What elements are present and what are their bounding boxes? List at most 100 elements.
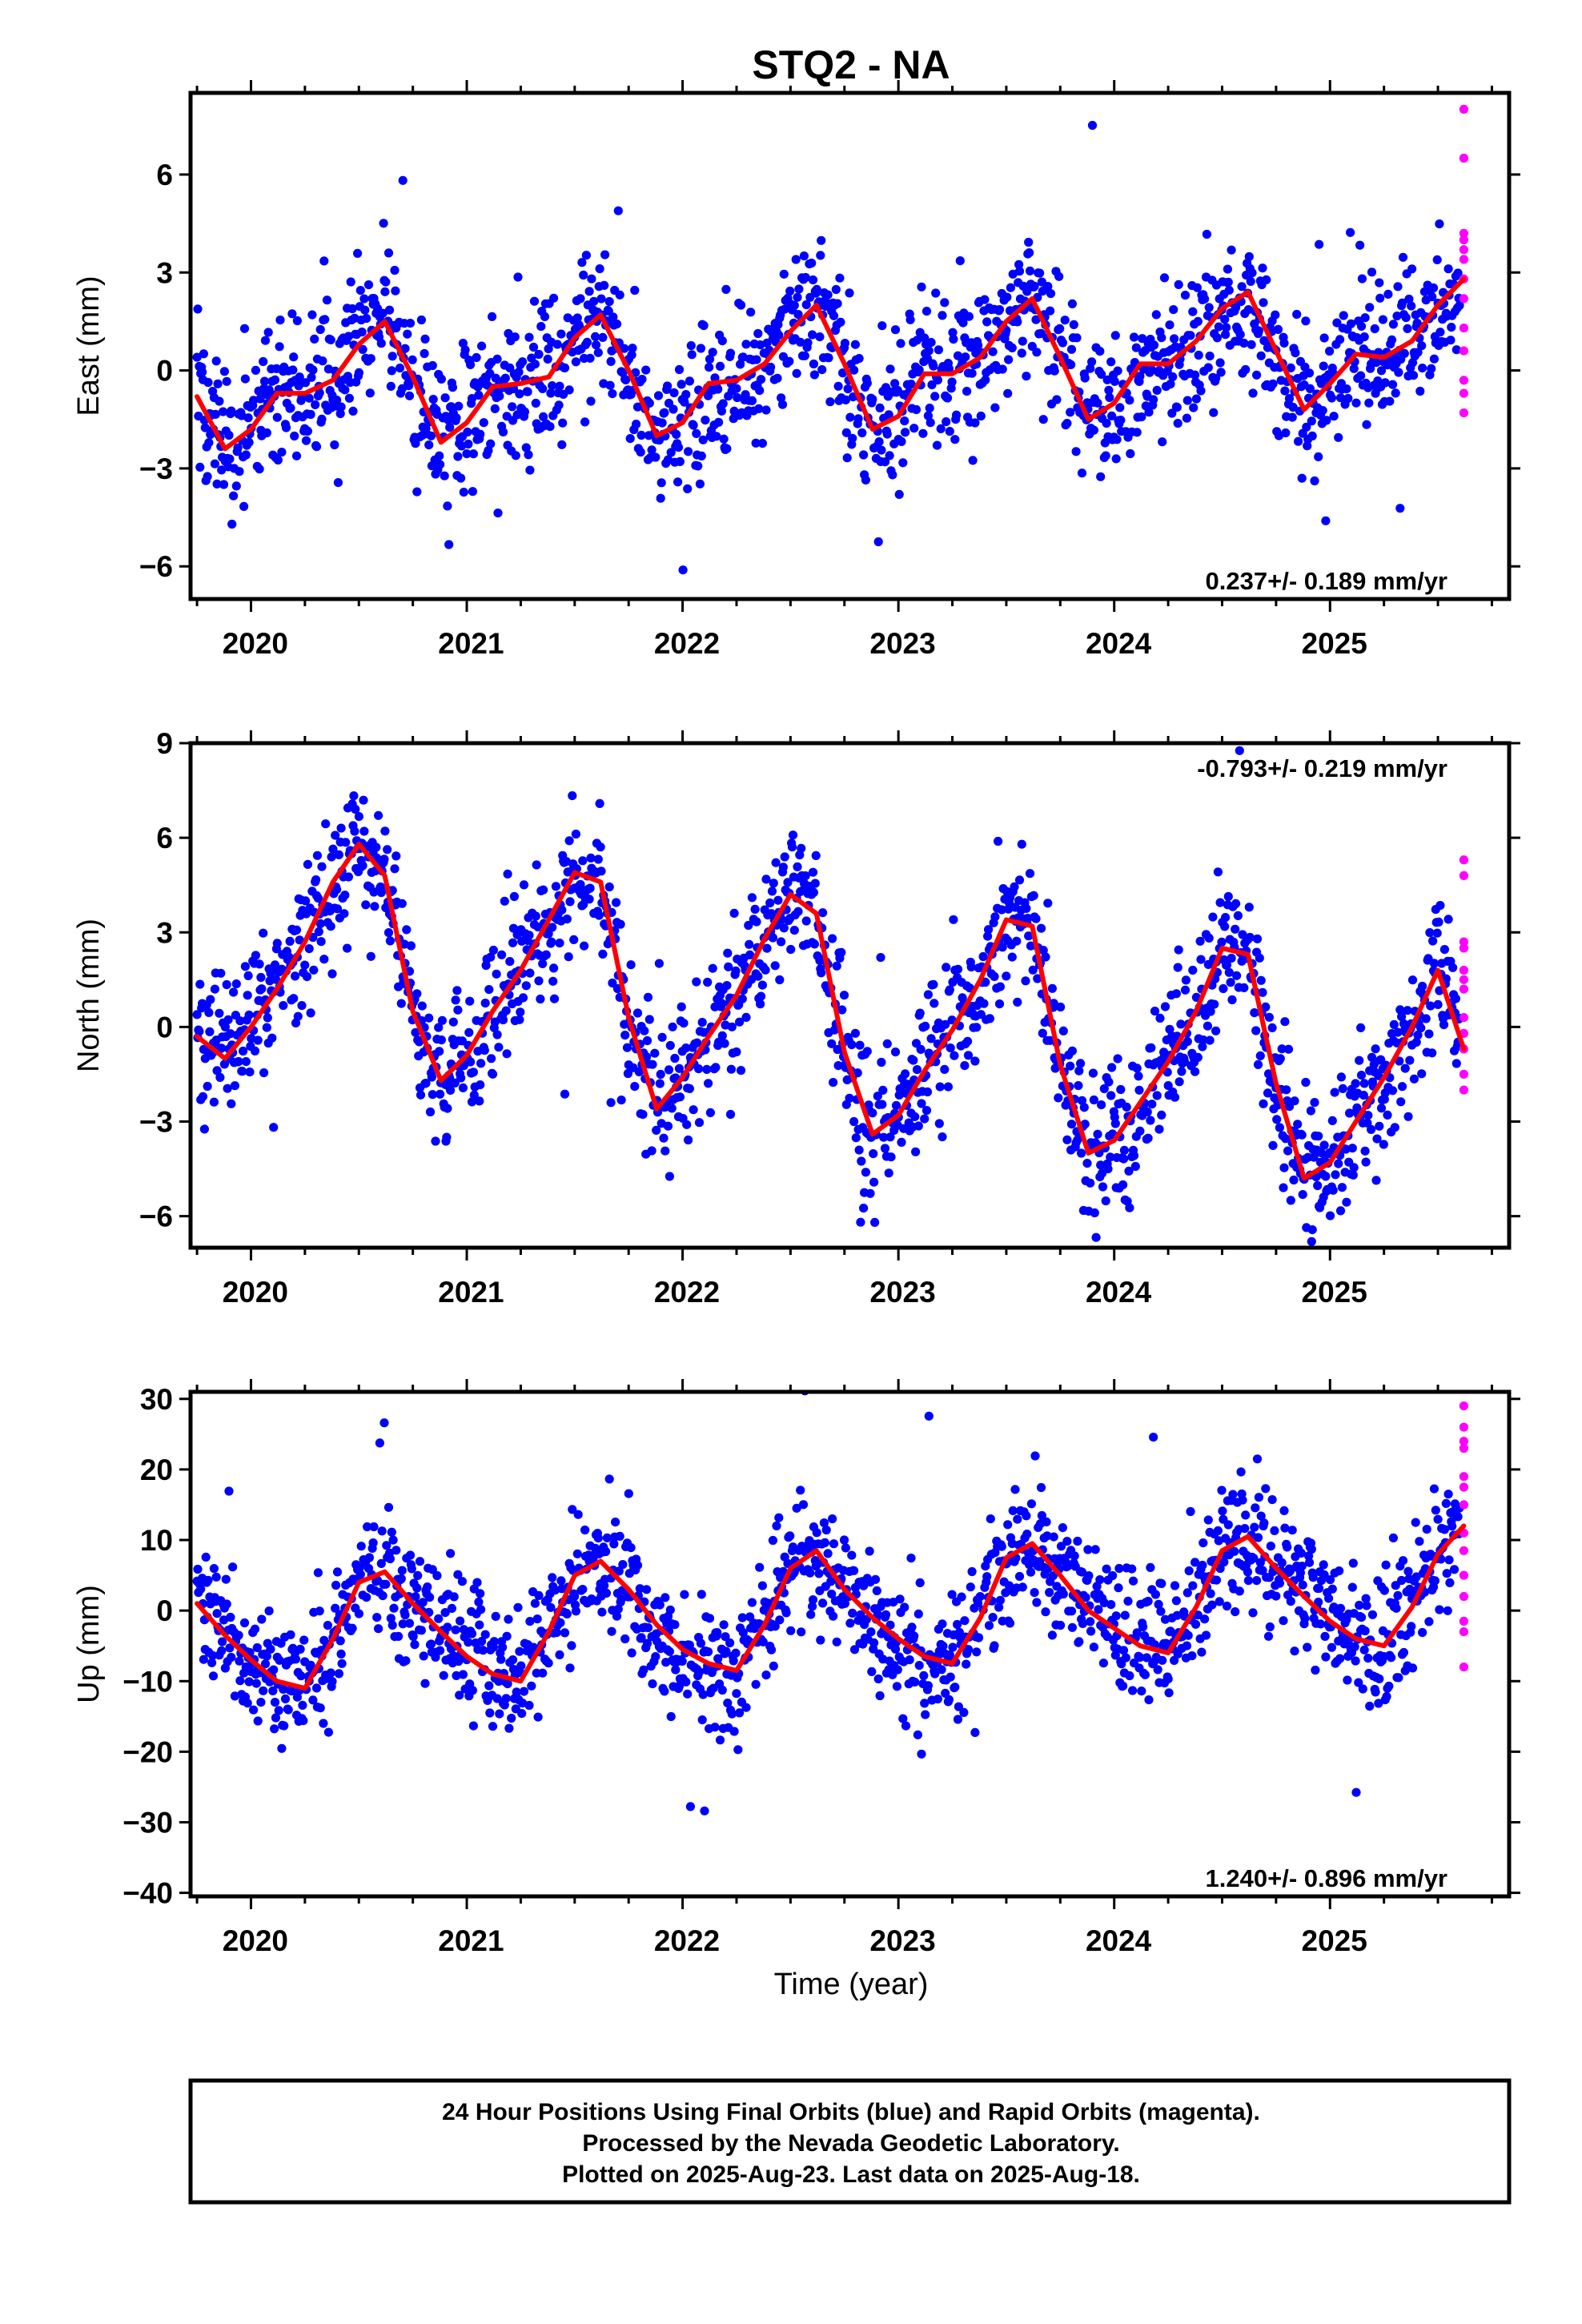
north-final-point (703, 977, 713, 987)
east-final-point (543, 354, 552, 364)
north-final-point (1047, 983, 1057, 993)
east-final-point (1203, 363, 1213, 372)
up-final-point (1218, 1506, 1227, 1516)
up-final-point (354, 1609, 363, 1618)
up-final-point (211, 1572, 221, 1582)
east-final-point (1383, 289, 1393, 299)
north-final-point (1049, 999, 1058, 1008)
east-final-point (1125, 396, 1134, 405)
up-final-point (368, 1538, 378, 1548)
east-final-point (604, 296, 614, 307)
up-final-point (199, 1655, 208, 1664)
north-final-point (1038, 1028, 1047, 1038)
north-final-point (882, 1039, 892, 1048)
up-final-point (705, 1614, 715, 1623)
east-final-point (355, 286, 365, 296)
east-final-point (1211, 373, 1221, 383)
up-final-point (552, 1628, 561, 1638)
up-final-point (1037, 1510, 1046, 1521)
up-final-point (614, 1566, 624, 1576)
east-final-point (1158, 437, 1167, 447)
up-final-point (413, 1570, 423, 1580)
north-final-point (532, 860, 541, 870)
east-final-point (362, 314, 371, 324)
up-final-point (270, 1724, 279, 1734)
east-final-point (211, 409, 220, 419)
east-final-point (203, 472, 212, 481)
north-final-point (1275, 1054, 1285, 1063)
east-final-point (1089, 425, 1098, 435)
east-final-point (961, 352, 970, 362)
up-y-tick-label: −40 (122, 1877, 173, 1910)
north-final-point (1038, 946, 1048, 955)
up-final-point (957, 1592, 966, 1602)
north-final-point (945, 985, 954, 995)
east-final-point (315, 388, 324, 398)
east-final-point (387, 366, 396, 376)
east-final-point (766, 362, 776, 372)
up-final-point (841, 1543, 850, 1553)
north-final-point (586, 853, 596, 862)
east-final-point (1339, 311, 1348, 320)
up-final-point (504, 1723, 514, 1733)
east-final-point (801, 272, 810, 283)
east-final-point (249, 396, 259, 405)
up-x-tick-label: 2020 (223, 1924, 288, 1957)
up-final-point (1375, 1674, 1384, 1683)
east-final-point (1193, 316, 1203, 326)
east-final-point (1435, 328, 1445, 337)
up-final-point (1213, 1526, 1223, 1535)
up-final-point (326, 1668, 335, 1678)
north-y-tick-label: 6 (156, 822, 173, 854)
north-final-point (458, 1083, 468, 1092)
north-final-point (289, 994, 299, 1003)
east-final-point (548, 381, 557, 391)
east-final-point (897, 436, 906, 447)
north-final-point (616, 919, 625, 929)
north-final-point (1336, 1072, 1346, 1082)
east-final-point (890, 379, 900, 388)
north-final-point (327, 969, 337, 979)
north-final-point (643, 992, 653, 1002)
north-final-point (859, 1204, 869, 1213)
east-final-point (692, 428, 701, 439)
north-final-point (1086, 1178, 1095, 1188)
east-final-point (777, 393, 786, 403)
up-final-point (920, 1699, 930, 1708)
up-final-point (279, 1684, 288, 1694)
north-final-point (247, 1034, 256, 1043)
up-final-point (518, 1699, 528, 1708)
east-final-point (1062, 419, 1072, 428)
east-final-point (255, 464, 264, 474)
up-final-point (208, 1671, 219, 1681)
east-final-point (600, 280, 609, 290)
east-final-point (344, 393, 354, 403)
east-final-point (1392, 312, 1402, 321)
north-final-point (1103, 1164, 1113, 1174)
north-final-point (809, 939, 820, 949)
north-final-point (849, 1116, 859, 1127)
east-final-point (404, 381, 414, 391)
up-final-point (453, 1570, 463, 1579)
up-final-point (626, 1543, 636, 1553)
north-final-point (770, 961, 780, 971)
north-final-point (453, 1005, 463, 1015)
east-final-point (705, 354, 715, 364)
north-final-point (315, 919, 325, 928)
east-final-point (398, 175, 408, 185)
up-final-point (1335, 1566, 1344, 1576)
up-final-point (990, 1641, 999, 1651)
east-final-point (416, 315, 427, 325)
east-final-point (1167, 408, 1177, 418)
north-final-point (650, 1048, 660, 1058)
east-final-point (492, 354, 502, 364)
north-final-point (652, 1125, 661, 1135)
north-final-point (240, 962, 250, 971)
up-final-point (624, 1489, 633, 1498)
east-final-point (508, 402, 517, 412)
north-final-point (998, 943, 1007, 952)
east-final-point (1248, 388, 1258, 398)
north-final-point (779, 923, 789, 933)
up-final-point (1066, 1606, 1077, 1616)
up-final-point (239, 1618, 250, 1628)
